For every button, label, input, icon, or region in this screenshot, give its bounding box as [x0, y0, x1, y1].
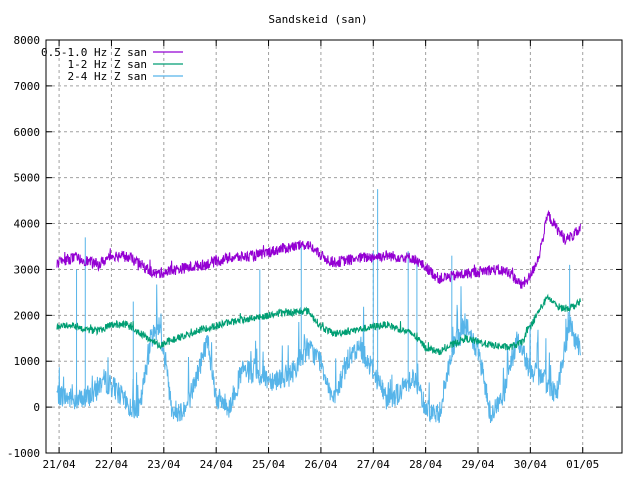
series-line: [56, 284, 581, 424]
grid: [46, 40, 622, 453]
y-tick-label: 7000: [14, 80, 41, 93]
series-layer: [56, 189, 581, 424]
y-tick-label: 1000: [14, 355, 41, 368]
y-tick-label: 3000: [14, 263, 41, 276]
x-tick-label: 21/04: [43, 458, 76, 471]
series-line: [56, 209, 581, 289]
series-line: [56, 293, 581, 356]
legend-label: 2-4 Hz Z san: [68, 70, 147, 83]
legend-label: 1-2 Hz Z san: [68, 58, 147, 71]
x-tick-label: 25/04: [252, 458, 285, 471]
x-tick-label: 30/04: [514, 458, 547, 471]
x-tick-label: 23/04: [147, 458, 180, 471]
y-tick-label: 8000: [14, 34, 41, 47]
axes: -1000 0 1000 2000 3000 4000 5000 6000 7000 8000 21…: [7, 34, 622, 471]
x-tick-label: 01/05: [566, 458, 599, 471]
x-tick-label: 26/04: [304, 458, 337, 471]
plot-frame: [45, 39, 623, 454]
x-tick-label: 24/04: [200, 458, 233, 471]
x-tick-label: 29/04: [461, 458, 494, 471]
chart-title: Sandskeid (san): [268, 13, 367, 26]
y-tick-label: 0: [33, 401, 40, 414]
y-tick-label: -1000: [7, 447, 40, 460]
y-tick-label: 6000: [14, 126, 41, 139]
x-tick-label: 28/04: [409, 458, 442, 471]
y-tick-label: 2000: [14, 309, 41, 322]
x-tick-label: 22/04: [95, 458, 128, 471]
y-tick-label: 5000: [14, 172, 41, 185]
y-tick-label: 4000: [14, 218, 41, 231]
legend-label: 0.5-1.0 Hz Z san: [41, 46, 147, 59]
x-tick-label: 27/04: [357, 458, 390, 471]
